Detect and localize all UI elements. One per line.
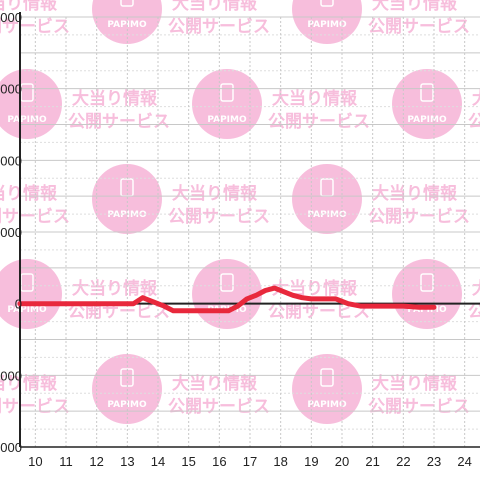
x-tick-label: 10: [28, 454, 42, 469]
watermark-line2: 公開サービス: [368, 397, 470, 417]
x-tick-label: 22: [396, 454, 410, 469]
x-tick-label: 14: [151, 454, 165, 469]
watermark-line1: 大当り情報: [0, 0, 58, 14]
watermark-layer: PAPIMO大当り情報公開サービスPAPIMO大当り情報公開サービスPAPIMO…: [0, 0, 480, 424]
watermark-line2: 公開サービス: [268, 302, 370, 322]
watermark-line1: 大当り情報: [172, 373, 258, 394]
watermark-line1: 大当り情報: [172, 0, 258, 14]
watermark-brand: PAPIMO: [307, 400, 347, 410]
watermark-circle: [392, 69, 462, 139]
series-line: [17, 285, 437, 314]
watermark-circle: [292, 164, 362, 234]
watermark-circle: [292, 0, 362, 44]
watermark-line2: 公開サービス: [68, 112, 170, 132]
y-tick-label: -3,000: [0, 368, 22, 383]
x-tick-label: 11: [59, 454, 73, 469]
watermark-circle: [192, 259, 262, 329]
x-tick-label: 19: [304, 454, 318, 469]
x-tick-label: 16: [212, 454, 226, 469]
watermark-line1: 大当り情報: [172, 183, 258, 204]
x-tick-label: 20: [335, 454, 349, 469]
y-tick-label: 12,000: [0, 10, 22, 25]
x-tick-label: 23: [427, 454, 441, 469]
watermark-circle: [0, 259, 62, 329]
watermark-brand: PAPIMO: [307, 210, 347, 220]
watermark-line1: 大当り情報: [472, 88, 480, 109]
watermark-line1: 大当り情報: [272, 88, 358, 109]
watermark-circle: [392, 259, 462, 329]
y-tick-label: 0: [15, 297, 22, 312]
watermark-line1: 大当り情報: [0, 183, 58, 204]
watermark-brand: PAPIMO: [207, 115, 247, 125]
x-tick-label: 13: [120, 454, 134, 469]
watermark-brand: PAPIMO: [407, 115, 447, 125]
watermark-line1: 大当り情報: [72, 278, 158, 299]
y-tick-label: 3,000: [0, 225, 22, 240]
watermark-brand: PAPIMO: [407, 305, 447, 315]
watermark-circle: [0, 69, 62, 139]
phone-icon: [320, 0, 334, 7]
watermark-brand: PAPIMO: [7, 305, 47, 315]
x-tick-label: 18: [273, 454, 287, 469]
watermark-brand: PAPIMO: [7, 115, 47, 125]
watermark-line1: 大当り情報: [72, 88, 158, 109]
tick-labels: -6,000 -3,000 0 3,000 6,000 9,000 12,000 10 11 12…: [0, 10, 472, 469]
watermark-line2: 公開サービス: [468, 112, 480, 132]
x-tick-label: 21: [365, 454, 379, 469]
phone-icon: [420, 273, 434, 292]
watermark-line1: 大当り情報: [272, 278, 358, 299]
x-tick-label: 24: [457, 454, 471, 469]
watermark-brand: PAPIMO: [307, 20, 347, 30]
phone-icon: [420, 83, 434, 102]
phone-icon: [120, 0, 134, 7]
y-tick-label: 6,000: [0, 153, 22, 168]
watermark-line2: 公開サービス: [468, 302, 480, 322]
x-tick-label: 15: [181, 454, 195, 469]
watermark-line2: 公開サービス: [368, 17, 470, 37]
watermark-line2: 公開サービス: [68, 302, 170, 322]
watermark-circle: [192, 69, 262, 139]
x-tick-label: 12: [89, 454, 103, 469]
series-layer: [17, 285, 437, 314]
phone-icon: [320, 368, 334, 387]
x-tick-label: 17: [243, 454, 257, 469]
watermark-line1: 大当り情報: [0, 373, 58, 394]
watermark-circle: [292, 354, 362, 424]
watermark-line1: 大当り情報: [472, 278, 480, 299]
watermark-line2: 公開サービス: [368, 207, 470, 227]
y-tick-label: 9,000: [0, 82, 22, 97]
watermark-line2: 公開サービス: [268, 112, 370, 132]
watermark-line1: 大当り情報: [372, 183, 458, 204]
y-tick-label: -6,000: [0, 440, 22, 455]
phone-icon: [220, 273, 234, 292]
phone-icon: [220, 83, 234, 102]
watermark-line1: 大当り情報: [372, 0, 458, 14]
watermark-line1: 大当り情報: [372, 373, 458, 394]
